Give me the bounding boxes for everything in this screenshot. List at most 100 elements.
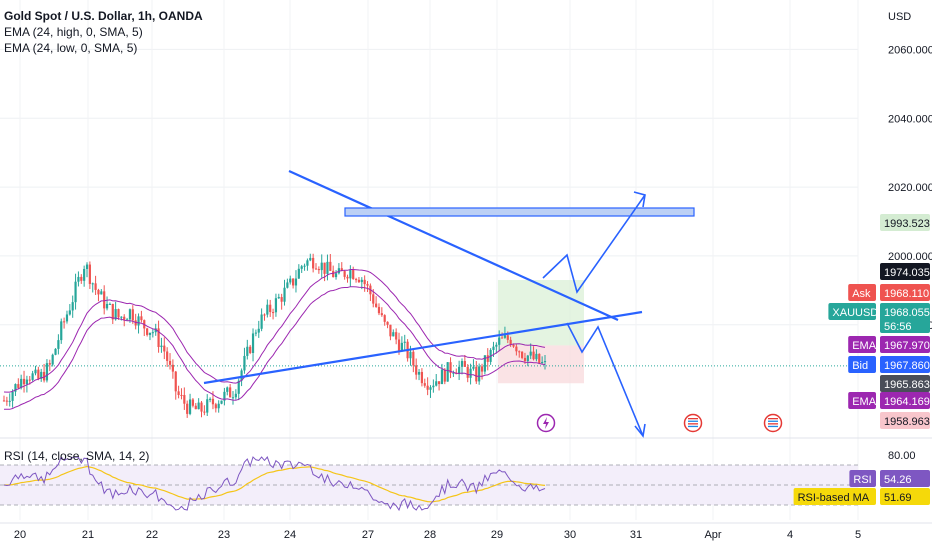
us-flag-event-icon-ring [763,413,783,433]
rsi-pane: 80.00 [0,450,916,512]
candle-body [403,341,406,343]
candle-body [515,346,518,352]
candle-body [31,373,34,380]
candle-body [423,383,426,386]
candle-body [208,398,212,400]
price-tick-label: 2020.000 [888,182,932,194]
candle-body [229,387,232,398]
candle-body [48,363,51,365]
lightning-glyph [543,417,549,429]
resistance-box [344,207,695,217]
candle-body [74,281,77,303]
price-badge-label: Bid [852,360,868,372]
candle-body [25,379,28,385]
price-badge [880,375,930,392]
candle-body [105,303,109,309]
candle-body [312,257,315,269]
price-badge-value: 1968.055 [884,307,930,319]
price-badge-value: 1958.963 [884,416,930,428]
event-icons[interactable] [536,413,783,433]
candle-body [186,403,189,414]
candle-body [432,385,435,388]
price-badge [880,214,930,231]
price-badge-label: EMA [852,396,877,408]
candle-body [217,403,220,409]
candle-body [117,309,120,318]
candle-body [20,378,23,388]
candle-body [68,310,71,315]
time-tick-label: 31 [630,529,642,541]
candle-body [100,291,103,295]
candle-body [197,402,200,410]
candle-body [449,362,452,373]
ema-low-legend[interactable]: EMA (24, low, 0, SMA, 5) [4,41,138,55]
rsi-badge-label: RSI-based MA [798,492,870,504]
candle-body [154,328,157,333]
ema-high-line [3,269,546,393]
symbol-title[interactable]: Gold Spot / U.S. Dollar, 1h, OANDA [4,9,203,23]
us-flag-event-icon [683,413,703,433]
candle-body [363,279,366,285]
rsi-legend[interactable]: RSI (14, close, SMA, 14, 2) [4,449,150,463]
candle-body [125,319,129,321]
flag-stripe [688,423,698,425]
candle-body [478,366,481,382]
candle-body [409,351,412,359]
drawings[interactable] [203,169,695,438]
time-tick-label: 24 [284,529,296,541]
price-badge [880,263,930,280]
price-badge-tag [848,392,876,409]
price-axis[interactable]: USD2060.0002040.0002020.0002000.0001980.… [888,11,932,332]
candle-body [317,268,320,271]
candle-body [85,264,89,269]
candle-body [94,283,97,290]
currency-label: USD [888,11,911,23]
candle-body [203,411,206,413]
rsi-line [3,456,546,512]
candle-body [274,298,278,313]
candle-body [375,303,378,307]
candle-body [60,321,63,341]
candle-body [223,391,226,401]
candle-body [226,387,229,392]
candle-body [120,316,123,318]
ema-high-legend[interactable]: EMA (24, high, 0, SMA, 5) [4,25,143,39]
ascending-trendline [203,310,643,385]
candle-body [437,381,441,385]
candle-body [103,291,106,309]
candle-body [529,351,532,356]
candle-body [34,369,37,374]
candle-body [17,384,20,388]
candle-body [128,309,132,320]
candle-body [397,339,401,352]
time-tick-label: 21 [82,529,94,541]
ema-lines [3,269,546,410]
candle-body [383,315,386,322]
candle-body [5,400,8,402]
candle-body [332,270,335,278]
price-badge [880,412,930,429]
candle-body [249,346,252,353]
candle-body [420,371,424,384]
descending-trendline [288,169,619,322]
candle-body [326,261,329,274]
candle-body [452,372,455,374]
candle-body [512,344,515,347]
price-badge-tag [848,356,876,373]
price-badge-label: EMA [852,340,877,352]
time-tick-label: 20 [14,529,26,541]
candle-body [300,266,303,269]
candle-body [340,268,343,272]
candle-body [543,361,547,363]
candle-body [286,282,289,288]
time-axis[interactable]: 20 21 22 23 24 27 28 29 30 31 Apr 4 5 [14,529,861,541]
candle-body [412,351,415,366]
candle-body [160,345,163,348]
candle-body [466,366,469,378]
ema-low-line [3,286,546,410]
candle-body [63,321,66,323]
candle-body [532,351,535,360]
candle-body [435,381,438,386]
candle-body [498,337,501,345]
